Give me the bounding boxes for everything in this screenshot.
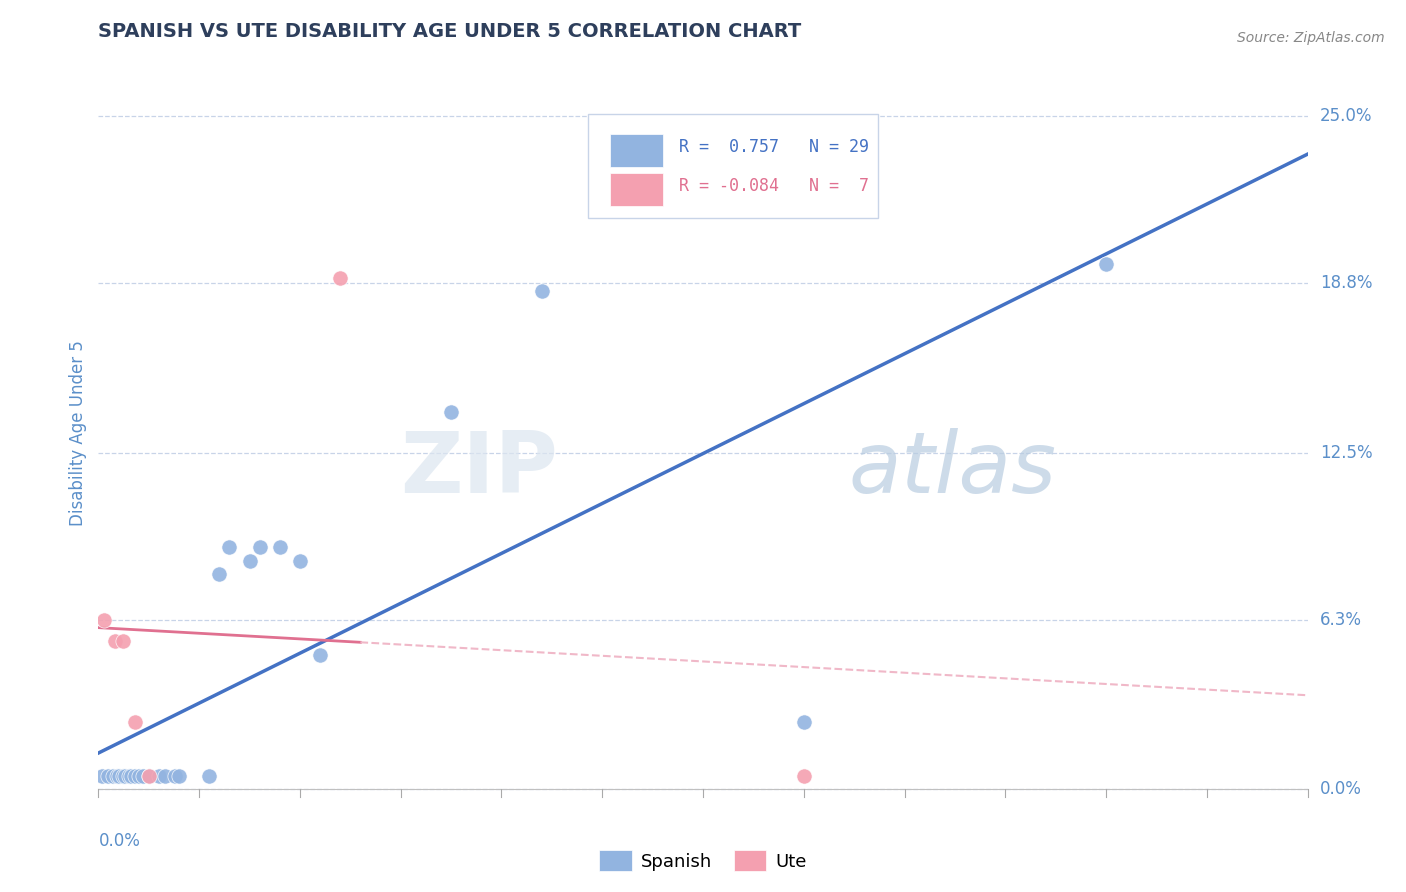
Text: R =  0.757   N = 29: R = 0.757 N = 29 [679,137,869,155]
Point [249,540,271,554]
Point [793,714,815,729]
Point [114,769,136,783]
Point [1095,257,1118,271]
Point [138,769,160,783]
Point [198,769,221,783]
FancyBboxPatch shape [588,114,879,218]
Point [148,769,170,783]
Text: SPANISH VS UTE DISABILITY AGE UNDER 5 CORRELATION CHART: SPANISH VS UTE DISABILITY AGE UNDER 5 CO… [98,22,801,41]
Text: 18.8%: 18.8% [1320,274,1372,293]
Point [440,405,463,419]
FancyBboxPatch shape [610,173,664,206]
Text: 0.0%: 0.0% [1320,780,1361,798]
Text: atlas: atlas [848,428,1056,511]
Point [288,553,311,567]
Text: ZIP: ZIP [401,428,558,511]
Point [239,553,262,567]
Point [132,769,155,783]
Y-axis label: Disability Age Under 5: Disability Age Under 5 [69,340,87,525]
Point [111,634,134,648]
Point [167,769,190,783]
Point [128,769,150,783]
Point [208,566,231,581]
Point [124,769,146,783]
Point [329,270,352,285]
Point [269,540,291,554]
Text: 12.5%: 12.5% [1320,444,1372,462]
Point [101,769,124,783]
Point [118,769,141,783]
Point [218,540,240,554]
Text: 25.0%: 25.0% [1320,107,1372,125]
Point [111,769,134,783]
Point [530,285,553,299]
Text: Source: ZipAtlas.com: Source: ZipAtlas.com [1237,31,1385,45]
Point [103,634,125,648]
Text: 0.0%: 0.0% [98,832,141,850]
Point [124,714,146,729]
Point [153,769,176,783]
Point [793,769,815,783]
Point [91,769,114,783]
Point [120,769,142,783]
Text: 6.3%: 6.3% [1320,611,1361,629]
Point [93,613,115,627]
Point [163,769,186,783]
Point [107,769,129,783]
Legend: Spanish, Ute: Spanish, Ute [592,843,814,879]
Point [97,769,120,783]
Point [309,648,332,662]
Point [105,769,128,783]
Point [138,769,160,783]
FancyBboxPatch shape [610,134,664,167]
Text: R = -0.084   N =  7: R = -0.084 N = 7 [679,177,869,194]
